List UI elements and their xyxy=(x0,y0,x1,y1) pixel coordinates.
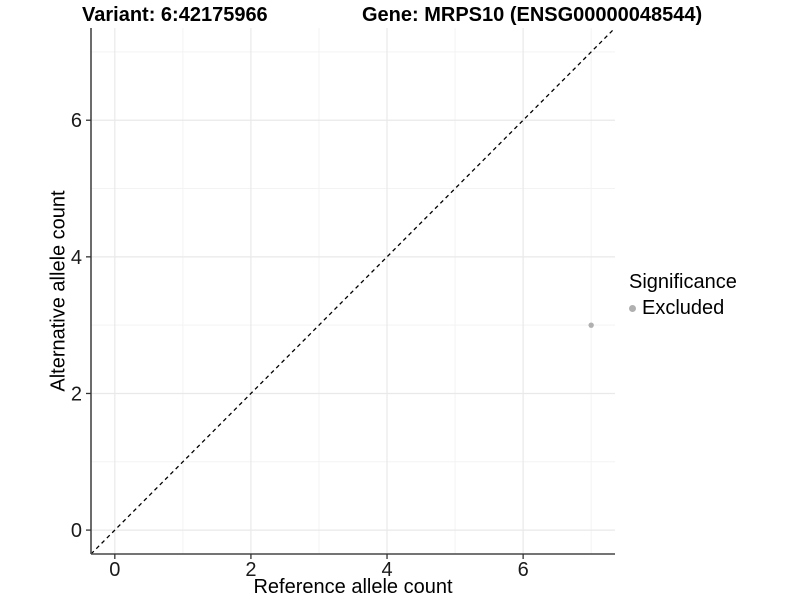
x-tick-label: 0 xyxy=(109,559,120,581)
legend-item-label: Excluded xyxy=(642,297,725,319)
x-tick-label: 2 xyxy=(245,559,256,581)
x-tick-label: 4 xyxy=(381,559,392,581)
legend-title: Significance xyxy=(629,271,737,293)
x-axis-title: Reference allele count xyxy=(253,576,453,598)
legend-item: Excluded xyxy=(629,297,737,320)
y-tick-label: 6 xyxy=(71,110,82,132)
y-tick-label: 0 xyxy=(71,520,82,542)
y-axis-title: Alternative allele count xyxy=(47,190,70,392)
legend-key-dot-icon xyxy=(629,305,636,312)
gene-title: Gene: MRPS10 (ENSG00000048544) xyxy=(362,4,703,26)
y-tick-label: 2 xyxy=(71,383,82,405)
legend: Significance Excluded xyxy=(629,271,737,320)
variant-title: Variant: 6:42175966 xyxy=(82,4,268,26)
identity-line xyxy=(90,27,616,555)
x-tick-label: 6 xyxy=(518,559,529,581)
data-point xyxy=(588,322,594,328)
y-tick-label: 4 xyxy=(71,247,82,269)
